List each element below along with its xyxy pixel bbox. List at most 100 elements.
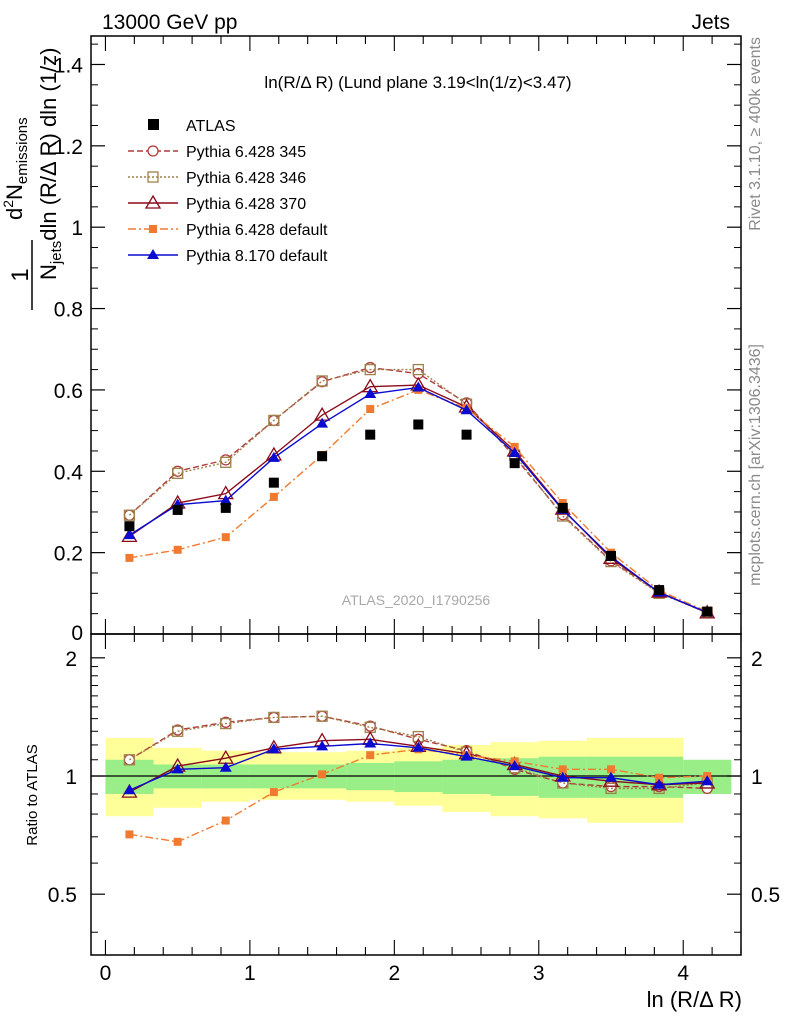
y-label-den-sub: jets [48,241,65,265]
y-label-frac: 1 [7,268,34,281]
legend-entry-4: Pythia 8.170 default [128,248,328,265]
ratio-point [318,770,327,779]
main-series [121,361,716,619]
ratio-tick-label-left: 0.5 [48,884,77,907]
ratio-point [460,750,473,761]
ratio-point [316,740,329,751]
y-tick-label-zero: 0 [71,622,83,645]
data-point [124,521,135,532]
series-point [173,545,182,554]
legend-label: Pythia 6.428 370 [186,196,306,213]
ratio-series-pythia-8-170-default [123,737,714,795]
y-tick-label: 1.2 [54,136,83,159]
x-axis-label: ln (R/Δ R) [647,987,742,1012]
legend-marker [147,145,159,157]
series-pythia-6-428-345 [123,361,713,619]
series-pythia-8-170-default [123,381,714,617]
y-label-num-main: d [2,208,27,220]
data-point [413,419,424,430]
y-label-num-sup: 2 [0,200,16,208]
series-point [510,442,519,451]
series-line [128,366,708,614]
legend-marker [147,249,159,259]
ratio-line [129,715,708,790]
x-tick-label: 0 [100,962,112,985]
header-left: 13000 GeV pp [102,11,237,34]
y-label-num-sub: emissions [14,117,31,184]
ratio-point [412,741,425,752]
y-label-den-main: N [36,264,61,280]
y-tick-label: 1 [71,217,83,240]
ratio-point [366,751,375,760]
ratio-point [605,771,617,782]
data-point [702,606,713,617]
ratio-tick-label-left: 1 [65,766,77,789]
data-point [172,504,183,515]
chart-title: ln(R/Δ R) (Lund plane 3.19<ln(1/z)<3.47) [264,73,571,92]
legend-label: Pythia 6.428 345 [186,144,306,161]
y-tick-label: 1.4 [54,54,84,77]
legend-label: Pythia 6.428 default [186,222,328,239]
series-point [268,414,280,427]
ratio-point [125,830,134,839]
x-tick-label: 4 [677,962,689,985]
legend: ATLAS Pythia 6.428 345 Pythia 6.428 346 Pyt… [128,118,328,265]
ratio-tick-label-left: 2 [65,648,77,671]
x-tick-label: 1 [244,962,256,985]
legend-entry-1: Pythia 6.428 346 [128,170,306,187]
y-label-denominator: Njetsdln (R/Δ R) dln (1/z) [36,48,65,280]
x-tick-label: 3 [533,962,545,985]
watermark: ATLAS_2020_I1790256 [342,592,491,608]
ratio-point [653,778,666,789]
series-point [267,451,280,462]
y-tick-label: 0.8 [54,299,83,322]
y-tick-label: 0.4 [54,461,84,484]
ratio-point [316,710,328,722]
ratio-point [268,711,280,724]
ratio-point [221,816,230,825]
ratio-point [412,730,424,743]
ratio-panel-frame [90,633,742,956]
ratio-point [607,765,615,774]
ratio-point [269,788,278,797]
ratio-point [558,765,567,774]
series-point [412,363,424,376]
inner-band-6 [394,761,443,793]
ratio-point [364,737,377,748]
series-point [269,492,278,501]
series-point [316,417,329,428]
ratio-tick-label-right: 1 [751,766,763,789]
y-tick-label: 0.6 [54,380,83,403]
series-point [172,467,184,479]
data-point [317,451,328,462]
data-point [220,502,231,513]
series-line [128,368,708,614]
ratio-point [123,754,136,766]
ratio-series [121,710,716,846]
x-tick-label: 2 [388,962,400,985]
legend-label: Pythia 6.428 346 [186,170,306,187]
series-point [221,533,230,542]
ratio-point [655,773,664,782]
rivet-label: Rivet 3.1.10, ≥ 400k events [747,37,764,231]
legend-entry-0: Pythia 6.428 345 [128,144,306,161]
series-point [412,381,425,392]
data-point [268,477,279,488]
y-label-num-n: N [2,184,27,200]
mcplots-label: mcplots.cern.ch [arXiv:1306.3436] [747,344,764,586]
ratio-tick-label-right: 2 [751,648,763,671]
series-point [364,363,376,376]
y-label-numerator: d2Nemissions [0,117,31,220]
series-line [129,384,708,614]
series-point [316,376,328,388]
legend-marker [149,225,157,233]
series-pythia-6-428-370 [121,376,716,619]
header-right: Jets [691,11,730,34]
ratio-point [173,837,182,846]
series-point [508,446,521,457]
ratio-y-label: Ratio to ATLAS [24,744,41,845]
ratio-point [123,784,136,795]
data-point [654,585,665,596]
legend-entry-2: Pythia 6.428 370 [128,194,306,213]
series-point [123,529,136,540]
